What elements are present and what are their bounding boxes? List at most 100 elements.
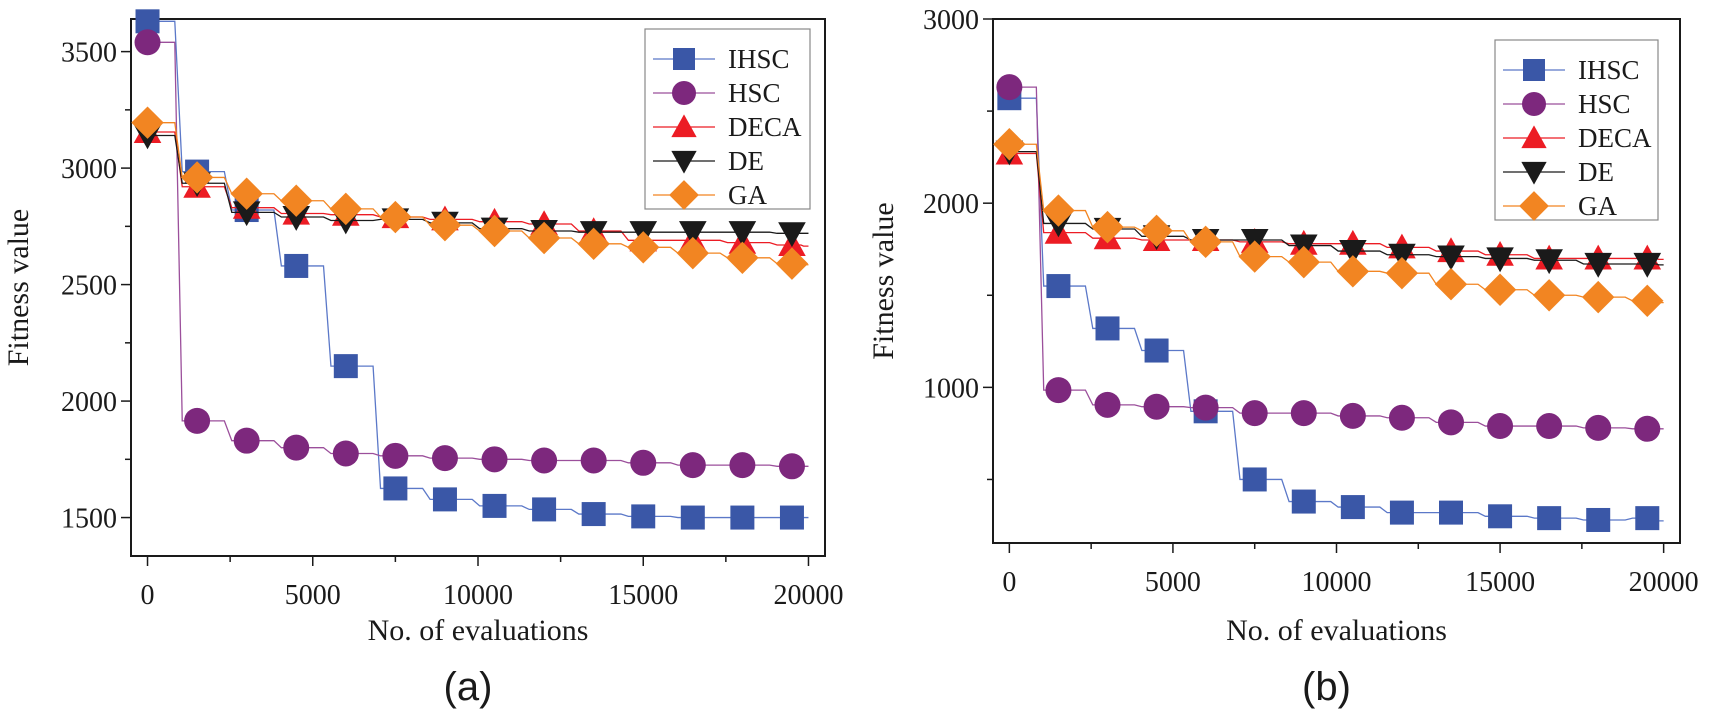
data-point-ga [1385,256,1419,290]
y-tick-label: 1500 [61,504,117,535]
data-point-ga [1140,214,1173,248]
data-point-de [1535,249,1563,275]
data-point-ga [1336,255,1370,288]
data-point-de [1388,243,1416,269]
data-point-ihsc [1291,489,1316,514]
data-point-ihsc [730,505,755,530]
data-point-ga [428,208,462,242]
data-point-ga [527,221,561,255]
data-point-hsc [1634,415,1661,442]
legend-label: HSC [1578,89,1631,119]
data-point-ga [230,177,263,210]
data-point-ihsc [581,502,606,527]
legend-marker-de [671,150,697,174]
data-point-ga [329,192,363,226]
data-point-ihsc [432,487,457,512]
data-point-ga [577,227,610,261]
legend-label: GA [728,180,767,210]
data-point-ga [180,161,214,194]
legend: IHSC HSC DECA DE GA [1494,39,1659,221]
legend-marker-ga [669,180,699,210]
data-point-de [679,221,707,246]
data-point-ihsc [383,476,408,501]
data-point-hsc [729,452,756,479]
data-point-ihsc [680,505,705,530]
data-point-hsc [1094,391,1121,418]
y-axis-title: Fitness value [867,202,900,360]
y-tick-label: 3000 [923,5,979,36]
x-tick-label: 0 [141,580,155,611]
data-point-de [282,205,311,231]
data-point-ga [676,236,710,270]
data-point-ihsc [1144,338,1169,363]
data-point-ihsc [1389,500,1414,525]
legend-marker-deca [1521,125,1547,149]
legend-marker-deca [671,114,697,138]
series-hsc [996,74,1664,442]
x-tick-label: 20000 [1629,567,1699,598]
data-point-ga [1238,240,1271,273]
data-point-hsc [283,434,310,461]
x-tick-label: 0 [1002,567,1016,598]
data-point-hsc [233,427,260,454]
data-point-ga [1582,280,1615,314]
y-tick-label: 3000 [61,154,117,185]
data-point-hsc [332,440,359,467]
data-point-ga [775,247,809,280]
data-point-ga [1287,245,1320,279]
data-point-hsc [1045,377,1072,404]
data-point-ihsc [1095,316,1120,341]
data-point-ga [1042,194,1075,227]
data-point-ihsc [1242,467,1267,492]
legend-marker-de [1521,161,1547,185]
data-point-de [232,201,261,227]
data-point-ihsc [482,493,507,518]
data-point-hsc [630,449,657,476]
data-point-de [778,222,806,248]
legend-marker-ga [1519,191,1549,221]
data-point-de [1437,245,1465,271]
legend-label: HSC [728,78,781,108]
data-point-hsc [481,446,508,473]
data-point-ga [726,241,759,274]
series-hsc [134,29,809,480]
y-axis-title: Fitness value [2,209,35,367]
data-point-de [1339,240,1367,265]
data-point-ihsc [1537,506,1562,531]
data-point-ga [379,200,412,234]
x-axis-title: No. of evaluations [368,614,589,647]
data-point-hsc [134,29,161,56]
legend-label: DE [1578,157,1614,187]
data-point-hsc [1487,413,1514,440]
data-point-ga [1189,225,1222,259]
data-point-hsc [679,452,706,479]
legend-label: GA [1578,191,1617,221]
data-point-ga [627,231,660,264]
data-point-ihsc [1439,500,1463,525]
data-point-hsc [996,74,1023,101]
y-tick-label: 2000 [61,387,117,418]
data-point-ga [280,184,313,217]
data-point-hsc [1339,402,1366,429]
legend-label: IHSC [1578,55,1640,85]
legend-marker-ihsc [1523,59,1545,81]
x-tick-label: 15000 [608,580,678,611]
data-point-hsc [1241,400,1268,427]
data-point-ihsc [1340,495,1365,520]
panel-label: (b) [1302,665,1351,709]
chart-panel-b: 0 5000 10000 15000 20000 1000 2000 3000 No. of e… [867,5,1699,709]
data-point-ga [478,214,511,248]
x-tick-label: 5000 [1145,567,1201,598]
data-point-hsc [1388,404,1415,431]
legend-label: DECA [1578,123,1652,153]
data-point-hsc [1192,394,1219,421]
x-axis-title: No. of evaluations [1226,614,1447,647]
data-point-hsc [580,447,607,474]
data-point-ga [1434,268,1468,301]
data-point-ihsc [1586,507,1611,532]
data-point-hsc [778,453,805,480]
legend-marker-hsc [1522,92,1546,116]
data-point-hsc [1290,400,1317,427]
data-point-hsc [382,442,409,469]
